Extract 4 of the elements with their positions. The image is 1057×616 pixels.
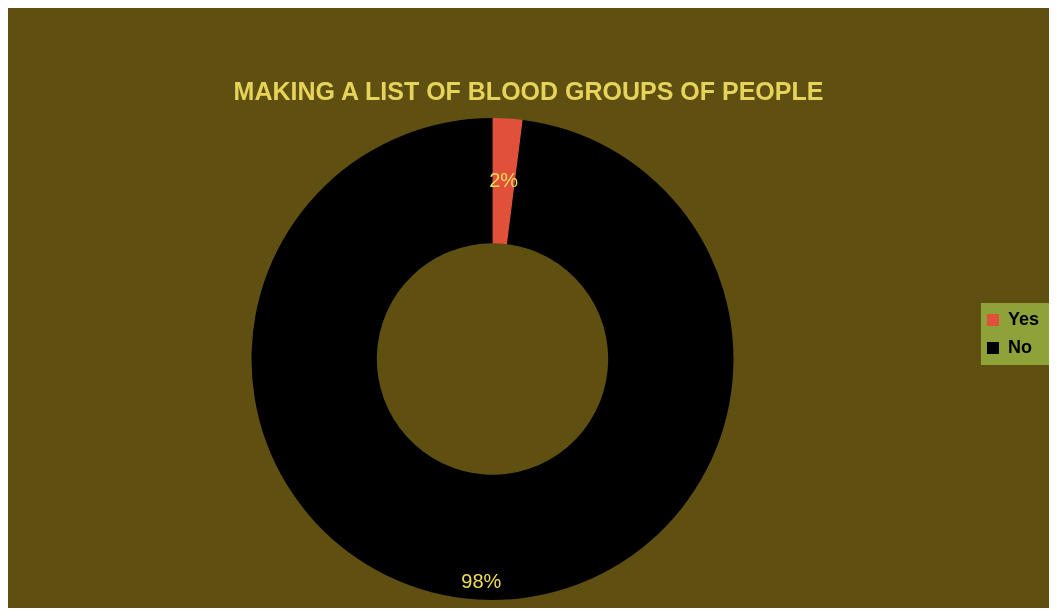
chart-title: MAKING A LIST OF BLOOD GROUPS OF PEOPLE: [233, 76, 824, 105]
legend-label: No: [1007, 336, 1032, 357]
data-label: 98%: [461, 569, 502, 592]
legend-label: Yes: [1007, 308, 1040, 329]
